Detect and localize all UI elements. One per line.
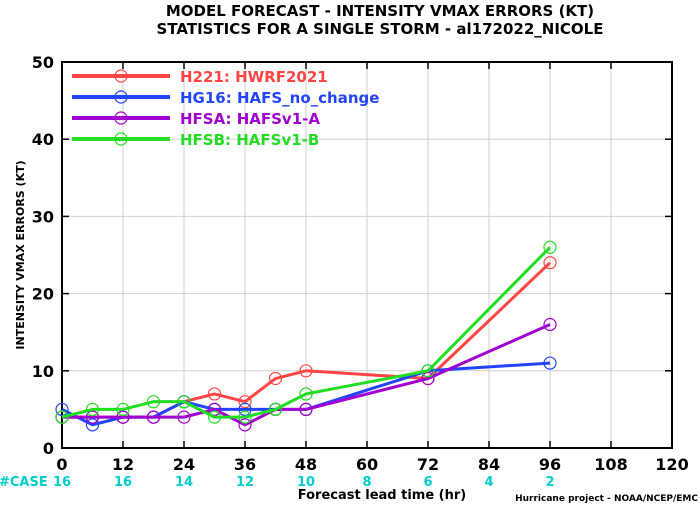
y-tick-label: 50 xyxy=(32,53,54,72)
data-point xyxy=(85,402,100,416)
case-count: 8 xyxy=(362,475,371,490)
x-tick-label: 24 xyxy=(173,455,195,474)
data-point xyxy=(543,256,557,270)
case-count: 16 xyxy=(53,475,71,490)
legend-swatch-marker xyxy=(114,111,128,125)
case-count: 2 xyxy=(545,475,554,490)
legend-entry-label: HFSB: HAFSv1-B xyxy=(180,131,319,149)
x-axis-label: Forecast lead time (hr) xyxy=(298,488,466,503)
axes: 0 12 24 36 48 60 72 84 96 108 120 0 10 20 30 40 50 xyxy=(32,53,689,474)
x-tick-label: 96 xyxy=(539,455,561,474)
data-point xyxy=(146,395,161,409)
data-point xyxy=(238,395,252,409)
legend-entry-label: H221: HWRF2021 xyxy=(180,68,328,86)
x-tick-label: 48 xyxy=(295,455,317,474)
y-tick-label: 30 xyxy=(32,207,54,226)
x-tick-label: 12 xyxy=(112,455,134,474)
case-count: 10 xyxy=(297,475,315,490)
data-point xyxy=(238,418,252,432)
data-point xyxy=(299,387,313,401)
data-point xyxy=(268,371,283,386)
data-point xyxy=(543,317,557,332)
data-point xyxy=(238,410,252,424)
series-3 xyxy=(55,240,557,424)
data-point xyxy=(421,371,435,386)
data-point xyxy=(268,402,283,416)
series-2 xyxy=(55,317,557,432)
data-point xyxy=(55,410,69,424)
x-tick-label: 0 xyxy=(56,455,67,474)
data-point xyxy=(85,418,100,432)
chart-title-line2: STATISTICS FOR A SINGLE STORM - al172022… xyxy=(157,20,604,38)
case-label: #CASE xyxy=(0,475,48,490)
data-point xyxy=(543,240,557,254)
data-point xyxy=(116,410,130,424)
series-line xyxy=(62,323,551,427)
case-count: 12 xyxy=(236,475,254,490)
case-count: 4 xyxy=(484,475,493,490)
data-point xyxy=(55,402,69,416)
data-point xyxy=(238,402,252,416)
x-tick-label: 84 xyxy=(478,455,500,474)
legend: H221: HWRF2021 HG16: HAFS_no_change HFSA: … xyxy=(72,68,379,149)
chart-title-line1: MODEL FORECAST - INTENSITY VMAX ERRORS (… xyxy=(166,2,594,20)
y-tick-label: 40 xyxy=(32,130,54,149)
x-tick-label: 36 xyxy=(234,455,256,474)
data-point xyxy=(146,410,161,424)
gridlines xyxy=(62,62,672,448)
series-line xyxy=(61,246,552,419)
y-tick-label: 0 xyxy=(43,439,54,458)
x-tick-label: 60 xyxy=(356,455,378,474)
data-point xyxy=(207,410,222,424)
legend-swatch-marker xyxy=(114,90,128,104)
data-point xyxy=(177,395,191,409)
data-point xyxy=(207,387,222,401)
y-tick-label: 10 xyxy=(32,362,54,381)
data-point xyxy=(177,410,191,424)
case-counts: #CASE 16 16 14 12 10 8 6 4 2 xyxy=(0,475,555,490)
data-point xyxy=(543,356,557,370)
series-lines xyxy=(55,240,557,432)
legend-entry-label: HFSA: HAFSv1-A xyxy=(180,110,320,128)
legend-swatch-marker xyxy=(114,132,128,146)
case-count: 6 xyxy=(423,475,432,490)
legend-swatch-marker xyxy=(114,69,128,83)
data-point xyxy=(421,364,435,378)
x-tick-label: 72 xyxy=(417,455,439,474)
y-axis-label: INTENSITY VMAX ERRORS (KT) xyxy=(14,160,27,349)
legend-entry-label: HG16: HAFS_no_change xyxy=(180,89,379,107)
data-point xyxy=(207,402,222,416)
y-tick-label: 20 xyxy=(32,285,54,304)
case-count: 16 xyxy=(114,475,132,490)
data-point xyxy=(299,402,313,416)
x-tick-label: 120 xyxy=(655,455,688,474)
data-point xyxy=(116,402,130,416)
case-count: 14 xyxy=(175,475,193,490)
data-point xyxy=(85,410,100,424)
data-point xyxy=(299,364,313,378)
x-tick-label: 108 xyxy=(594,455,627,474)
credit-text: Hurricane project - NOAA/NCEP/EMC xyxy=(515,494,698,504)
